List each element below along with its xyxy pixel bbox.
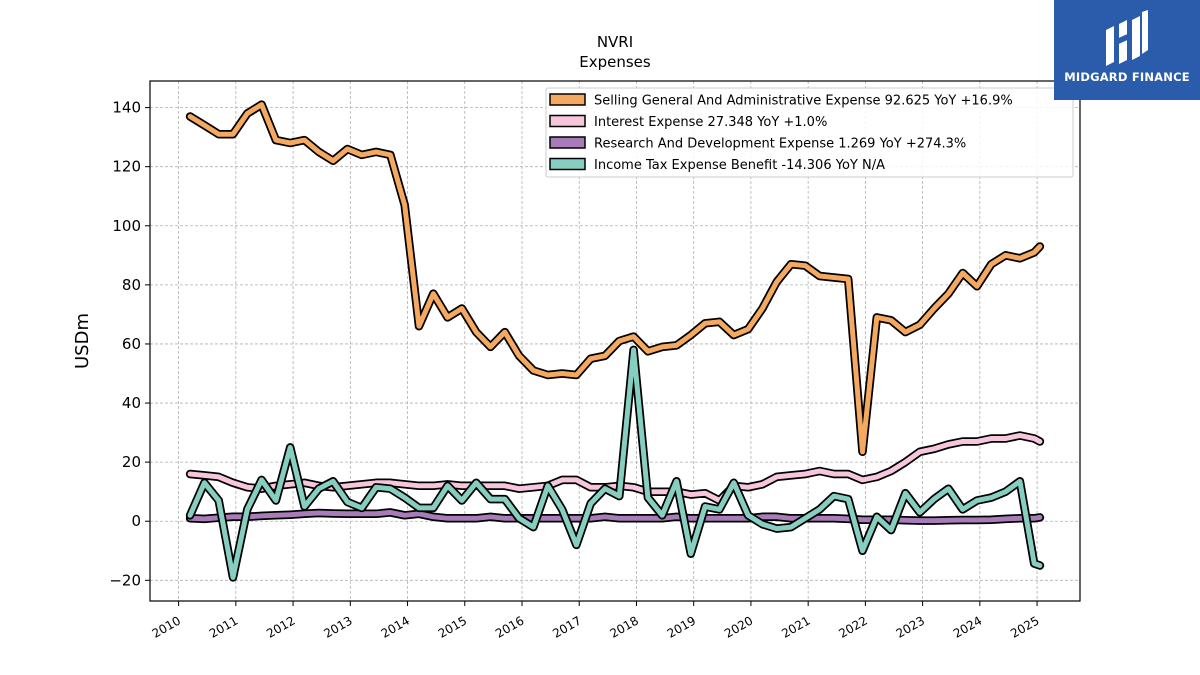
legend: Selling General And Administrative Expen…	[545, 87, 1074, 178]
y-tick-label: 0	[131, 512, 141, 530]
x-tick-label: 2025	[1008, 613, 1041, 640]
y-axis-label: USDm	[72, 313, 93, 369]
x-tick-label: 2017	[550, 613, 583, 640]
x-tick-label: 2023	[894, 613, 927, 640]
x-tick-label: 2020	[722, 613, 755, 640]
midgard-finance-logo: MIDGARD FINANCE	[1054, 0, 1200, 100]
x-tick-label: 2012	[264, 613, 297, 640]
x-tick-label: 2024	[951, 613, 984, 640]
y-tick-label: 60	[122, 335, 141, 353]
x-tick-label: 2014	[379, 613, 412, 640]
legend-item: Research And Development Expense 1.269 Y…	[549, 136, 966, 152]
y-tick-label: 100	[112, 217, 141, 235]
legend-label: Research And Development Expense 1.269 Y…	[594, 137, 966, 152]
legend-label: Interest Expense 27.348 YoY +1.0%	[594, 115, 827, 130]
series-income-tax-expense-benefit	[185, 345, 1045, 582]
x-tick-label: 2013	[321, 613, 354, 640]
y-tick-label: 20	[122, 453, 141, 471]
chart-subtitle: Expenses	[579, 53, 651, 71]
legend-swatch	[549, 157, 586, 171]
series-selling-general-and-administrative-expense	[185, 100, 1045, 457]
x-tick-label: 2022	[836, 613, 869, 640]
legend-swatch	[549, 136, 586, 149]
x-tick-label: 2010	[150, 613, 183, 640]
legend-item: Income Tax Expense Benefit -14.306 YoY N…	[549, 157, 885, 173]
brand-name: MIDGARD FINANCE	[1064, 70, 1190, 84]
legend-item: Selling General And Administrative Expen…	[549, 93, 1013, 109]
x-tick-label: 2016	[493, 613, 526, 640]
series-line	[187, 102, 1043, 455]
x-tick-label: 2015	[436, 613, 469, 640]
legend-box	[545, 87, 1074, 178]
y-tick-label: 140	[112, 99, 141, 117]
y-tick-label: 40	[122, 394, 141, 412]
series-layer	[185, 100, 1045, 582]
legend-label: Selling General And Administrative Expen…	[594, 94, 1013, 109]
legend-swatch	[549, 93, 586, 106]
x-tick-label: 2018	[608, 613, 641, 640]
x-axis-ticks: 2010 2011 2012 2013 2014 2015 2016 2017 2018 2019…	[150, 601, 1042, 641]
y-tick-label: 80	[122, 276, 141, 294]
midgard-m-logo-icon	[1106, 10, 1148, 66]
y-tick-label: 120	[112, 158, 141, 176]
x-tick-label: 2021	[779, 613, 812, 640]
x-tick-label: 2019	[665, 613, 698, 640]
y-axis-ticks: −20 0 20 40 60 80 100 120 140	[109, 99, 150, 589]
plot-area-frame	[149, 80, 1081, 602]
series-line	[187, 509, 1043, 524]
series-line	[187, 347, 1043, 580]
legend-item: Interest Expense 27.348 YoY +1.0%	[549, 114, 827, 130]
series-research-and-development-expense	[185, 508, 1045, 525]
legend-label: Income Tax Expense Benefit -14.306 YoY N…	[594, 158, 885, 173]
series-outline	[185, 345, 1045, 582]
x-tick-label: 2011	[207, 613, 240, 640]
legend-swatch	[549, 114, 586, 128]
chart-title: NVRI	[597, 33, 633, 51]
y-tick-label: −20	[109, 571, 141, 589]
